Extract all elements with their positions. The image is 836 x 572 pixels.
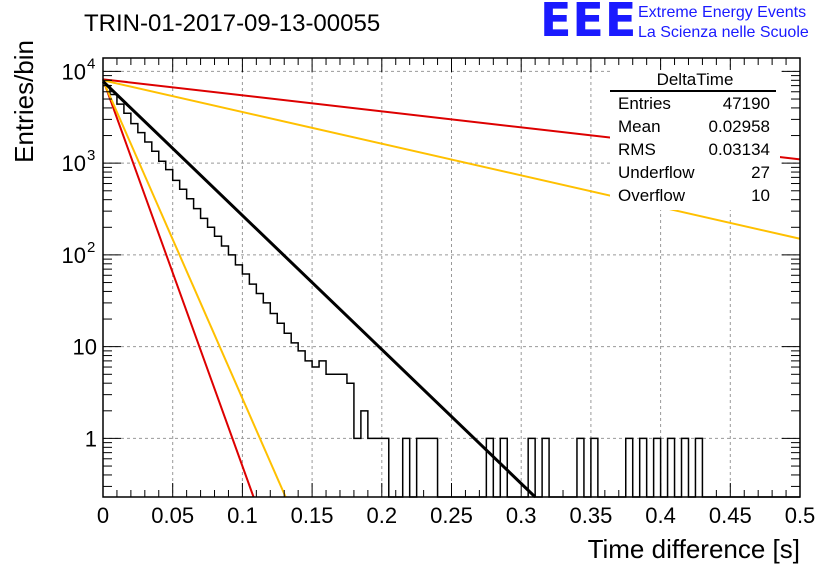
y-tick-label: 10 <box>62 59 86 84</box>
stats-box: DeltaTime Entries 47190 Mean 0.02958 RMS… <box>610 70 780 210</box>
eee-brand: EEE Extreme Energy Events La Scienza nel… <box>540 0 834 47</box>
x-tick-label: 0.25 <box>430 503 473 528</box>
y-tick-exponent: 3 <box>87 147 95 164</box>
x-tick-label: 0.35 <box>569 503 612 528</box>
stats-label: RMS <box>618 140 656 159</box>
fit-line-2 <box>102 79 801 240</box>
tick-layer <box>102 58 801 497</box>
stats-value: 27 <box>751 163 770 182</box>
chart-title: TRIN-01-2017-09-13-00055 <box>84 10 380 37</box>
stats-label: Underflow <box>618 163 695 182</box>
stats-label: Overflow <box>618 186 686 205</box>
y-tick-label: 10 <box>62 243 86 268</box>
y-tick-exponent: 2 <box>87 239 95 256</box>
x-tick-label: 0 <box>97 503 109 528</box>
brand-line-2: La Scienza nelle Scuole <box>638 24 809 41</box>
brand-line-1: Extreme Energy Events <box>638 4 807 21</box>
fit-line-4 <box>102 79 287 498</box>
fit-line-0 <box>101 80 537 499</box>
x-tick-label: 0.05 <box>151 503 194 528</box>
fit-line-3 <box>102 78 255 498</box>
y-tick-exponent: 4 <box>87 55 95 72</box>
stats-divider <box>610 90 776 92</box>
x-tick-label: 0.45 <box>709 503 752 528</box>
y-tick-label: 10 <box>73 335 97 360</box>
y-tick-label: 1 <box>85 426 97 451</box>
x-tick-label: 0.2 <box>367 503 398 528</box>
y-axis-label: Entries/bin <box>9 40 39 163</box>
histogram-deltatime <box>103 84 800 498</box>
x-tick-label: 0.1 <box>227 503 258 528</box>
stats-value: 10 <box>751 186 770 205</box>
x-tick-labels: 0 0.05 0.1 0.15 0.2 0.25 0.3 0.35 0.4 0.45 0.5 <box>97 503 815 528</box>
histogram-layer <box>103 84 800 498</box>
stats-value: 0.03134 <box>708 140 770 159</box>
stats-value: 47190 <box>722 94 770 113</box>
x-axis-label: Time difference [s] <box>588 534 800 564</box>
x-tick-label: 0.4 <box>645 503 676 528</box>
fit-lines-layer <box>101 78 801 499</box>
stats-title: DeltaTime <box>656 70 734 89</box>
x-tick-label: 0.5 <box>785 503 816 528</box>
stats-value: 0.02958 <box>708 117 770 136</box>
x-tick-label: 0.15 <box>291 503 334 528</box>
stats-label: Mean <box>618 117 661 136</box>
eee-logo: EEE <box>540 0 638 47</box>
stats-label: Entries <box>618 94 671 113</box>
y-tick-label: 10 <box>62 151 86 176</box>
x-tick-label: 0.3 <box>506 503 537 528</box>
